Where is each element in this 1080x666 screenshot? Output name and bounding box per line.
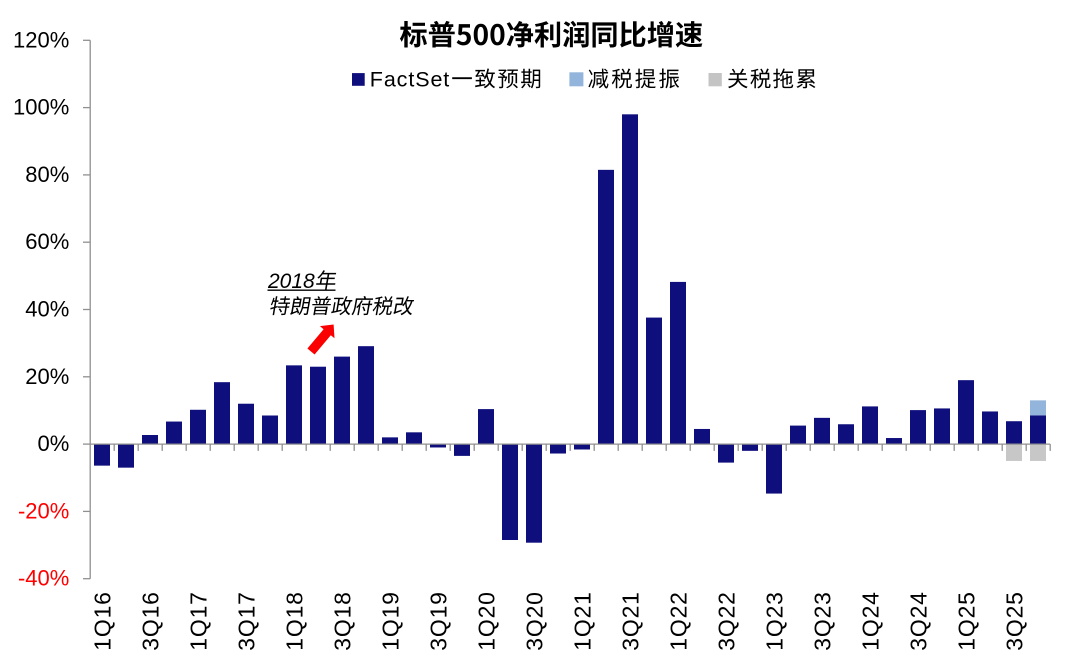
svg-text:3Q20: 3Q20 [521,591,547,650]
svg-text:3Q21: 3Q21 [617,591,643,650]
svg-text:0%: 0% [38,431,70,456]
svg-text:1Q20: 1Q20 [473,591,499,650]
svg-text:3Q22: 3Q22 [713,591,739,650]
svg-text:2018: 2018 [267,270,315,293]
svg-text:20%: 20% [25,364,69,389]
svg-text:3Q16: 3Q16 [137,591,163,650]
svg-text:3Q19: 3Q19 [425,591,451,650]
svg-text:-20%: -20% [18,498,69,523]
svg-text:FactSet: FactSet [370,68,450,92]
svg-text:1Q23: 1Q23 [761,591,787,650]
svg-text:1Q24: 1Q24 [857,591,883,650]
svg-text:1Q25: 1Q25 [953,591,979,650]
svg-text:3Q17: 3Q17 [233,591,259,650]
svg-text:1Q18: 1Q18 [281,591,307,650]
svg-text:80%: 80% [25,162,69,187]
svg-text:1Q17: 1Q17 [185,591,211,650]
svg-text:100%: 100% [13,95,69,120]
svg-text:3Q25: 3Q25 [1001,591,1027,650]
svg-text:3Q24: 3Q24 [905,591,931,650]
svg-text:3Q23: 3Q23 [809,591,835,650]
svg-text:1Q16: 1Q16 [89,591,115,650]
svg-text:60%: 60% [25,229,69,254]
svg-text:1Q22: 1Q22 [665,591,691,650]
svg-text:1Q21: 1Q21 [569,591,595,650]
svg-text:120%: 120% [13,27,69,52]
svg-text:3Q18: 3Q18 [329,591,355,650]
svg-text:-40%: -40% [18,566,69,591]
svg-text:40%: 40% [25,297,69,322]
svg-text:1Q19: 1Q19 [377,591,403,650]
